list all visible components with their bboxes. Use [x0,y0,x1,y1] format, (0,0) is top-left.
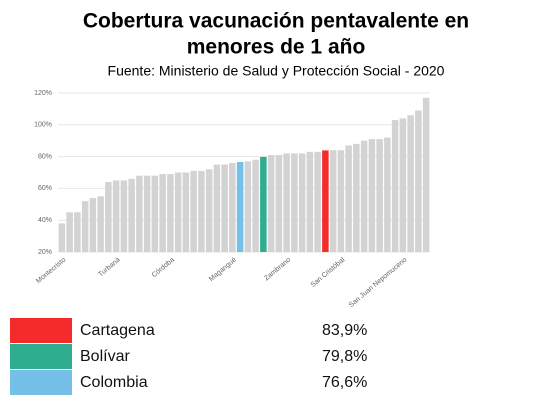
bar [159,174,166,252]
bar [337,150,345,252]
bar [306,151,314,252]
bar [58,223,66,252]
y-tick-label: 80% [38,153,52,160]
bar [275,155,283,252]
bar [97,196,104,252]
bar [74,212,81,252]
bar [353,143,360,252]
legend-value: 79,8% [322,348,367,365]
y-tick-label: 20% [38,249,52,256]
bar [391,120,399,252]
legend-value: 76,6% [322,374,367,391]
x-tick-label: Magangué [208,257,238,284]
bar [205,169,213,252]
x-tick-label: San Juan Nepomuceno [348,257,409,309]
legend-value: 83,9% [322,322,367,339]
bar [182,172,190,252]
bar [136,175,143,252]
bar [267,155,275,252]
x-tick-label: Córdoba [151,257,176,280]
bar [345,145,352,252]
chart-subtitle: Fuente: Ministerio de Salud y Protección… [108,63,445,79]
x-tick-label: San Cristóbal [310,256,347,289]
bar [322,150,329,252]
bar [422,97,430,253]
x-tick-label: Montecristo [35,257,67,286]
bar [190,170,197,252]
legend-label: Cartagena [80,322,155,339]
y-tick-label: 120% [34,90,52,97]
x-tick-label: Zambrano [263,257,292,283]
bar [298,153,306,252]
bar [252,159,259,252]
chart-title: Cobertura vacunación pentavalente en [83,10,469,33]
legend-swatch [10,370,72,395]
bar [229,162,236,252]
bar [213,164,221,252]
bar [329,150,337,252]
legend-label: Colombia [80,374,148,391]
bar [360,140,368,252]
bar [151,175,159,252]
bar [260,156,267,252]
bar [128,178,135,252]
legend-swatch [10,344,72,369]
bar [198,170,205,252]
bar [283,153,290,252]
y-tick-label: 100% [34,122,52,129]
bar [376,139,383,252]
y-tick-label: 40% [38,217,52,224]
bar [167,174,174,252]
bar [384,137,391,252]
bar [105,182,112,252]
bar [399,118,407,252]
bar [291,153,298,252]
bar [174,172,182,252]
bar [244,161,252,252]
bar [66,212,73,252]
bar [314,151,321,252]
bar [368,139,376,252]
y-tick-label: 60% [38,185,52,192]
legend-swatch [10,318,72,343]
bar [415,110,422,253]
bar [89,197,97,252]
bar [112,180,120,252]
bar [120,180,128,252]
bar [407,115,414,252]
legend-label: Bolívar [80,348,130,365]
chart-title: menores de 1 año [187,36,366,59]
x-tick-label: Turbaná [97,257,121,279]
bar [81,201,89,252]
bar [221,164,228,252]
bar [236,162,244,252]
bar [143,175,151,252]
